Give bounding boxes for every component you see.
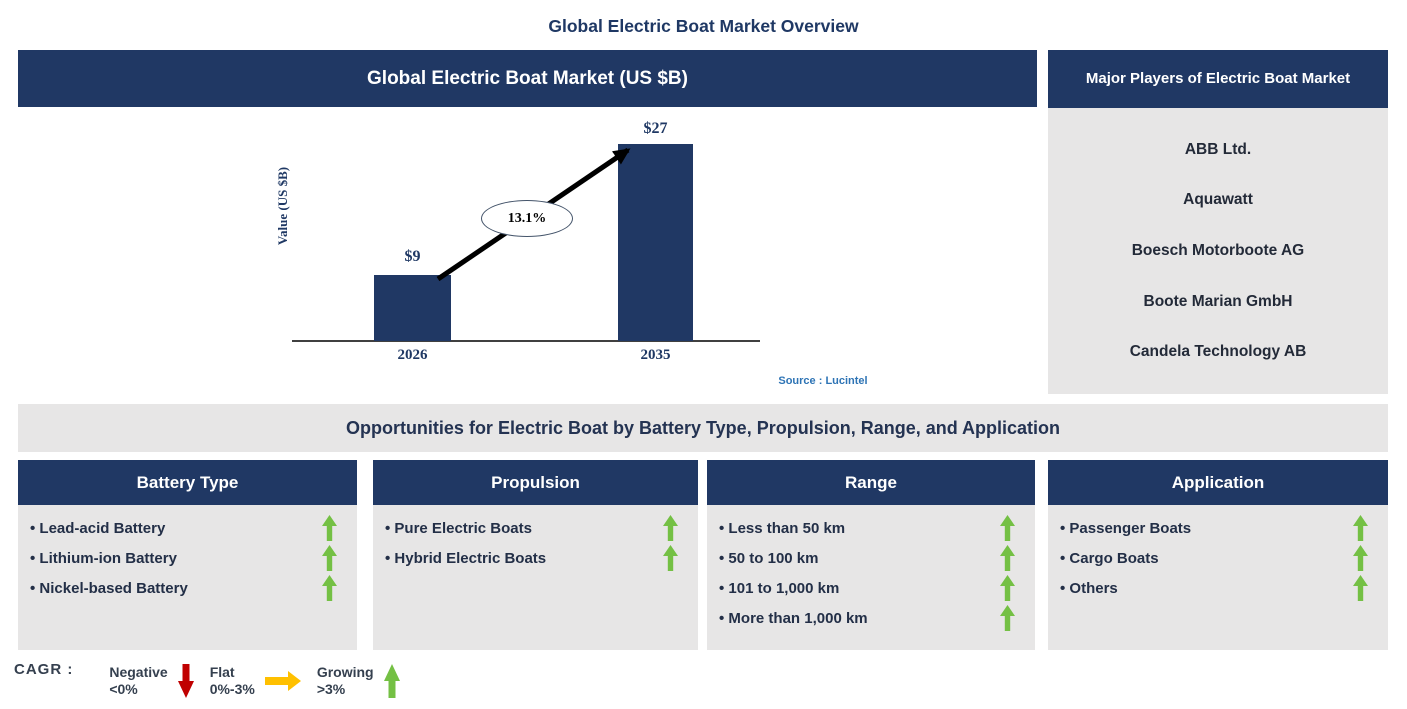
major-players-panel: Major Players of Electric Boat Market AB… (1048, 50, 1388, 394)
opportunities-banner: Opportunities for Electric Boat by Batte… (18, 404, 1388, 452)
column-battery-type: Battery Type Lead-acid Battery Lithium-i… (18, 460, 357, 650)
list-item-label: More than 1,000 km (719, 610, 867, 627)
up-arrow-icon (322, 515, 337, 541)
column-header: Range (707, 460, 1035, 505)
up-arrow-icon (1000, 575, 1015, 601)
list-item: 50 to 100 km (707, 543, 1035, 573)
legend-entry-range: >3% (316, 681, 346, 697)
list-item: Less than 50 km (707, 513, 1035, 543)
legend-entry-negative: Negative <0% (109, 664, 209, 698)
bar-value-2026: $9 (404, 248, 421, 265)
player-item: ABB Ltd. (1184, 140, 1252, 158)
list-item-label: Lithium-ion Battery (30, 550, 177, 567)
legend-entry-name: Negative (109, 664, 168, 680)
up-arrow-icon (322, 545, 337, 571)
column-header: Propulsion (373, 460, 698, 505)
legend-entry-name: Flat (209, 664, 235, 680)
list-item-label: 50 to 100 km (719, 550, 818, 567)
list-item-label: Nickel-based Battery (30, 580, 187, 597)
player-item: Boote Marian GmbH (1143, 292, 1293, 310)
list-item-label: Others (1060, 580, 1117, 597)
list-item: More than 1,000 km (707, 603, 1035, 633)
list-item: Hybrid Electric Boats (373, 543, 698, 573)
page-title: Global Electric Boat Market Overview (548, 16, 859, 36)
x-tick-2035: 2035 (640, 347, 671, 363)
player-item: Boesch Motorboote AG (1131, 241, 1305, 259)
right-arrow-icon (264, 671, 301, 691)
up-arrow-icon (383, 664, 400, 698)
column-body: Passenger Boats Cargo Boats Others (1048, 505, 1388, 650)
list-item-label: Pure Electric Boats (385, 520, 532, 537)
list-item: 101 to 1,000 km (707, 573, 1035, 603)
legend-title: CAGR : (14, 661, 74, 678)
legend-entry-growing: Growing >3% (317, 664, 416, 698)
x-tick-2026: 2026 (397, 347, 428, 363)
column-application: Application Passenger Boats Cargo Boats … (1048, 460, 1388, 650)
column-propulsion: Propulsion Pure Electric Boats Hybrid El… (373, 460, 698, 650)
list-item-label: Passenger Boats (1060, 520, 1191, 537)
list-item: Lead-acid Battery (18, 513, 357, 543)
list-item: Cargo Boats (1048, 543, 1388, 573)
list-item: Lithium-ion Battery (18, 543, 357, 573)
up-arrow-icon (1353, 545, 1368, 571)
players-panel-header: Major Players of Electric Boat Market (1048, 50, 1388, 108)
list-item-label: Cargo Boats (1060, 550, 1158, 567)
column-header: Application (1048, 460, 1388, 505)
list-item-label: Lead-acid Battery (30, 520, 165, 537)
up-arrow-icon (1000, 605, 1015, 631)
chart-panel-header: Global Electric Boat Market (US $B) (18, 50, 1037, 107)
up-arrow-icon (1353, 575, 1368, 601)
cagr-legend: CAGR : Negative <0% Flat 0%-3% Growing >… (14, 658, 416, 704)
column-header: Battery Type (18, 460, 357, 505)
list-item: Nickel-based Battery (18, 573, 357, 603)
source-note: Source : Lucintel (778, 375, 868, 387)
column-body: Less than 50 km 50 to 100 km 101 to 1,00… (707, 505, 1035, 650)
up-arrow-icon (1353, 515, 1368, 541)
x-axis-line (292, 340, 760, 342)
list-item-label: Hybrid Electric Boats (385, 550, 546, 567)
bar-2026 (374, 275, 451, 341)
up-arrow-icon (1000, 545, 1015, 571)
column-range: Range Less than 50 km 50 to 100 km 101 t… (707, 460, 1035, 650)
up-arrow-icon (663, 545, 678, 571)
list-item: Pure Electric Boats (373, 513, 698, 543)
players-list: ABB Ltd. Aquawatt Boesch Motorboote AG B… (1048, 108, 1388, 394)
up-arrow-icon (322, 575, 337, 601)
cagr-annotation: 13.1% (481, 200, 573, 237)
column-body: Pure Electric Boats Hybrid Electric Boat… (373, 505, 698, 650)
down-arrow-icon (177, 664, 194, 698)
list-item-label: 101 to 1,000 km (719, 580, 839, 597)
column-body: Lead-acid Battery Lithium-ion Battery Ni… (18, 505, 357, 650)
list-item-label: Less than 50 km (719, 520, 845, 537)
list-item: Passenger Boats (1048, 513, 1388, 543)
bar-chart: $9 $27 2026 2035 Value (US $B) 13.1% Sou… (18, 107, 1037, 397)
up-arrow-icon (1000, 515, 1015, 541)
growth-arrow-icon (436, 147, 631, 282)
player-item: Candela Technology AB (1129, 343, 1307, 361)
legend-entry-range: <0% (109, 681, 138, 697)
bar-value-2035: $27 (643, 120, 668, 137)
up-arrow-icon (663, 515, 678, 541)
list-item: Others (1048, 573, 1388, 603)
player-item: Aquawatt (1183, 191, 1253, 209)
bar-2035 (618, 144, 693, 341)
legend-entry-name: Growing (316, 664, 374, 680)
legend-entry-range: 0%-3% (209, 681, 255, 697)
legend-entry-flat: Flat 0%-3% (210, 664, 317, 698)
